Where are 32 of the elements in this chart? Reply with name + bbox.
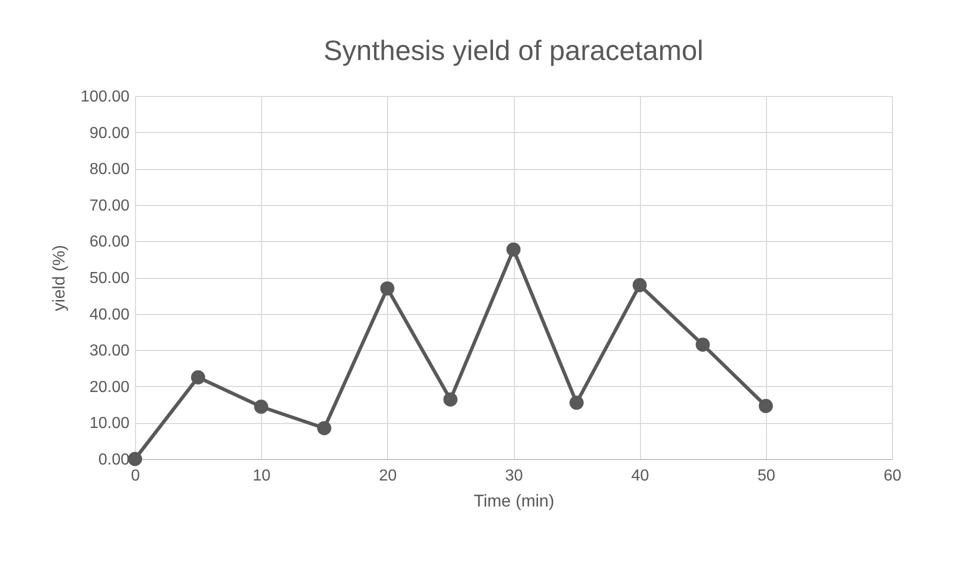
y-tick-label: 20.00: [89, 378, 130, 396]
point: [128, 452, 142, 466]
y-tick-label: 30.00: [89, 342, 130, 360]
point: [317, 421, 332, 436]
y-tick-label: 80.00: [89, 161, 130, 178]
x-tick-label: 10: [252, 468, 271, 484]
point: [632, 278, 647, 292]
x-tick-label: 40: [631, 468, 650, 484]
x-tick-label: 50: [757, 468, 776, 484]
y-tick-label: 10.00: [89, 415, 130, 432]
y-tick-label: 90.00: [89, 124, 130, 142]
point: [380, 281, 394, 296]
y-tick-label: 50.00: [89, 270, 130, 287]
y-tick-label: 100.00: [80, 88, 130, 106]
x-tick-label: 20: [378, 468, 397, 484]
point: [191, 370, 206, 384]
point: [443, 392, 458, 407]
y-tick-label: 0.00: [98, 452, 130, 468]
point: [506, 242, 521, 257]
y-tick-label: 60.00: [89, 234, 130, 251]
point: [758, 398, 773, 414]
point: [696, 338, 710, 352]
x-tick-label: 0: [131, 468, 140, 484]
y-tick-label: 40.00: [89, 306, 130, 324]
x-axis-title: Time (min): [474, 492, 554, 510]
chart-title: Synthesis yield of paracetamol: [324, 35, 704, 66]
x-tick-label: 30: [505, 468, 523, 484]
y-axis-title: yield (%): [50, 244, 69, 312]
x-tick-label: 60: [884, 468, 902, 484]
point: [570, 396, 584, 410]
y-tick-label: 70.00: [89, 197, 130, 214]
point: [254, 400, 268, 414]
